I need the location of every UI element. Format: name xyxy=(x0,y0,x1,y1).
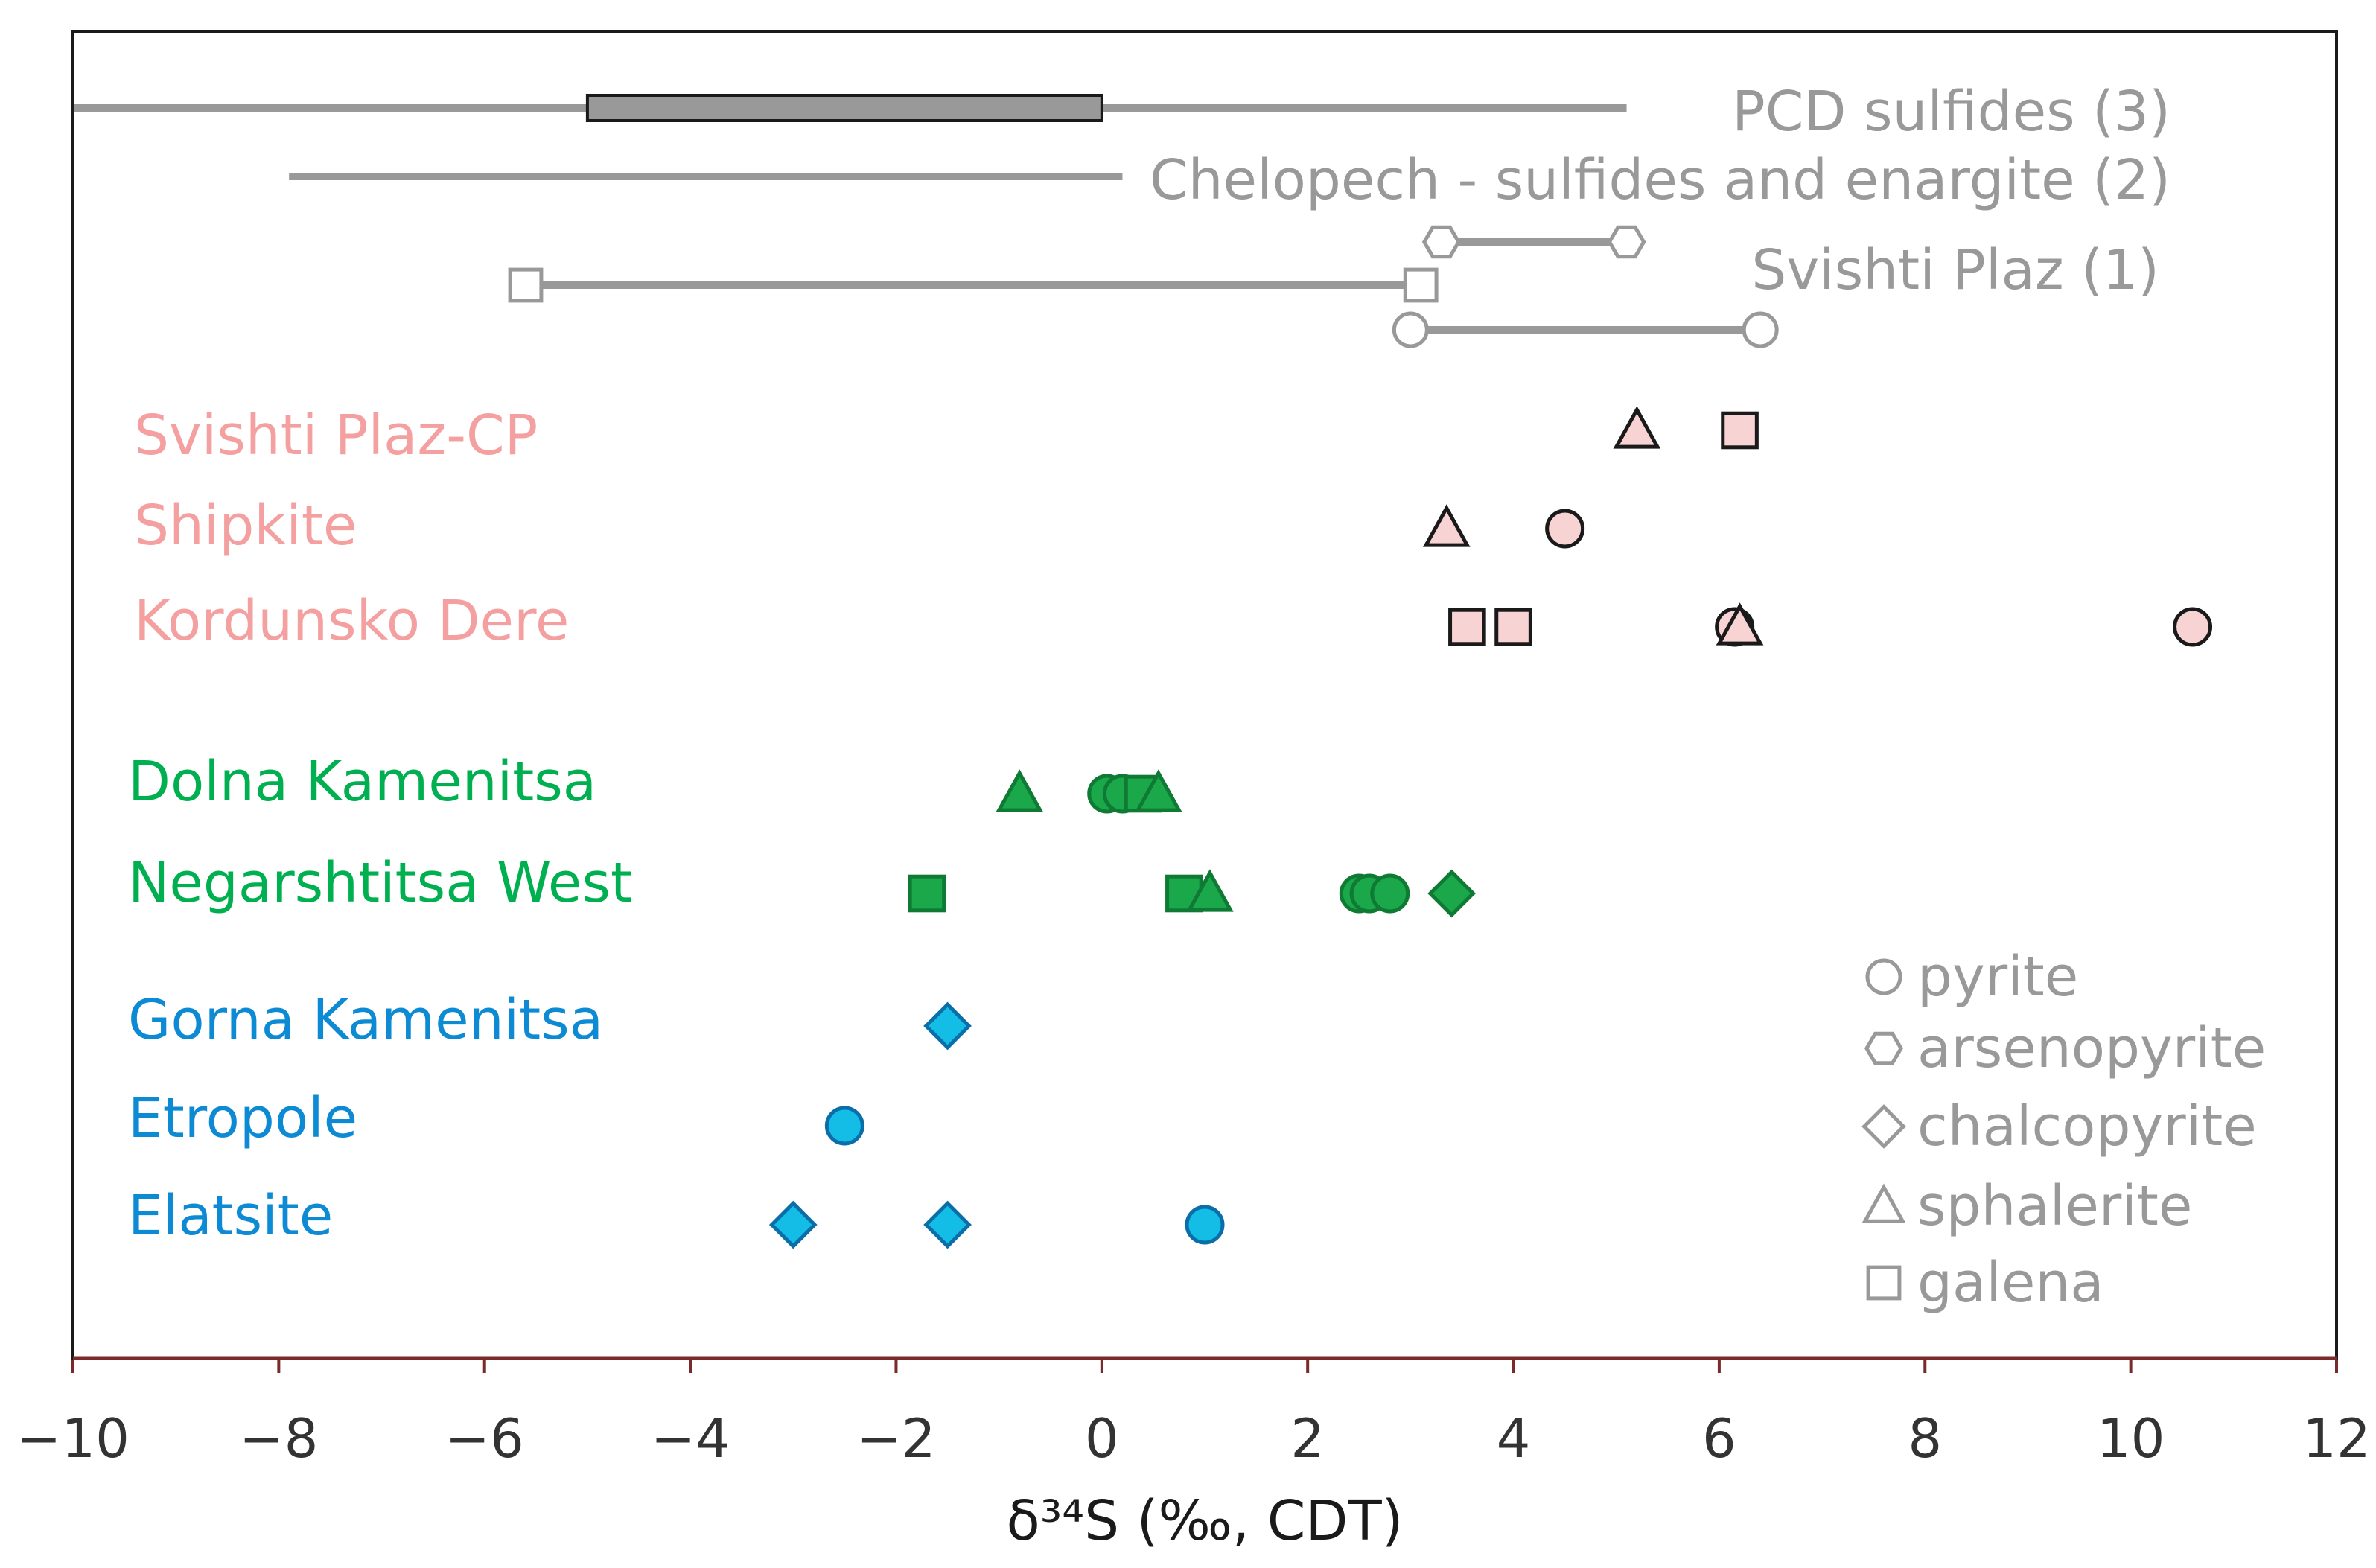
reference-bar-end-marker xyxy=(1403,267,1439,303)
data-point-sphalerite xyxy=(1186,869,1234,912)
x-tick-label: −4 xyxy=(651,1407,730,1470)
x-tick-label: 10 xyxy=(2097,1407,2165,1470)
x-tick-label: −10 xyxy=(16,1407,130,1470)
reference-ranges: PCD sulfides (3)Chelopech - sulfides and… xyxy=(73,80,2170,348)
locality-label: Kordunsko Dere xyxy=(134,589,569,653)
data-point-chalcopyrite xyxy=(923,1200,972,1249)
locality-label: Negarshtitsa West xyxy=(128,851,632,915)
locality-label: Dolna Kamenitsa xyxy=(128,750,596,814)
data-point-galena xyxy=(1721,411,1759,450)
x-axis-label: δ³⁴S (‰, CDT) xyxy=(1006,1489,1403,1553)
data-point-sphalerite xyxy=(1613,406,1661,449)
x-tick-label: 6 xyxy=(1702,1407,1736,1470)
legend-label: sphalerite xyxy=(1917,1174,2192,1238)
data-point-galena xyxy=(908,874,946,913)
data-point-pyrite xyxy=(824,1106,864,1146)
legend-label: chalcopyrite xyxy=(1917,1094,2257,1159)
locality-label: Elatsite xyxy=(128,1184,333,1248)
locality-label: Gorna Kamenitsa xyxy=(128,988,603,1052)
data-point-pyrite xyxy=(1370,873,1410,914)
data-point-sphalerite xyxy=(1134,769,1182,812)
legend: pyrite arsenopyrite chalcopyrite sphalerite… xyxy=(1861,945,2266,1315)
data-point-pyrite xyxy=(1185,1205,1225,1245)
reference-range-label: PCD sulfides (3) xyxy=(1732,80,2170,144)
locality-labels: Svishti Plaz-CP Shipkite Kordunsko Dere Dol… xyxy=(128,404,632,1248)
legend-marker-chalcopyrite xyxy=(1861,1104,1906,1149)
reference-bar-end-marker xyxy=(1421,225,1461,259)
data-point-chalcopyrite xyxy=(768,1200,818,1249)
data-point-pyrite xyxy=(1545,509,1585,549)
legend-label: galena xyxy=(1917,1251,2104,1315)
data-point-galena xyxy=(1494,608,1532,646)
legend-label: arsenopyrite xyxy=(1917,1016,2266,1080)
legend-marker-arsenopyrite xyxy=(1864,1031,1903,1065)
x-tick-label: 8 xyxy=(1908,1407,1942,1470)
locality-label: Etropole xyxy=(128,1086,357,1150)
reference-bar-end-marker xyxy=(508,267,544,303)
reference-bar-end-marker xyxy=(1742,311,1779,348)
x-tick-label: 12 xyxy=(2302,1407,2371,1470)
data-point-pyrite xyxy=(2173,607,2213,647)
x-tick-label: −2 xyxy=(856,1407,935,1470)
data-point-chalcopyrite xyxy=(923,1001,972,1051)
locality-label: Svishti Plaz-CP xyxy=(134,404,538,468)
legend-label: pyrite xyxy=(1917,945,2078,1009)
x-tick-label: 0 xyxy=(1085,1407,1119,1470)
reference-bar-end-marker xyxy=(1392,311,1429,348)
x-tick-label: −6 xyxy=(445,1407,524,1470)
data-point-chalcopyrite xyxy=(1427,869,1476,918)
legend-marker-pyrite xyxy=(1865,958,1902,995)
legend-marker-sphalerite xyxy=(1861,1183,1906,1223)
x-tick-label: 4 xyxy=(1497,1407,1531,1470)
x-axis: −10 −8 −6 −4 −2 0 2 4 6 8 10 12 xyxy=(16,1358,2371,1470)
reference-range-label: Svishti Plaz (1) xyxy=(1751,238,2159,302)
locality-label: Shipkite xyxy=(134,494,357,558)
data-point-galena xyxy=(1448,608,1486,646)
data-points xyxy=(768,406,2213,1249)
reference-bar-end-marker xyxy=(1607,225,1646,259)
reference-range-label: Chelopech - sulfides and enargite (2) xyxy=(1150,148,2170,212)
x-tick-label: 2 xyxy=(1290,1407,1325,1470)
x-tick-label: −8 xyxy=(239,1407,318,1470)
data-point-sphalerite xyxy=(1716,602,1764,646)
legend-marker-galena xyxy=(1866,1265,1902,1301)
data-point-sphalerite xyxy=(1422,504,1471,547)
reference-range-box xyxy=(585,94,1103,122)
data-point-sphalerite xyxy=(996,769,1044,812)
